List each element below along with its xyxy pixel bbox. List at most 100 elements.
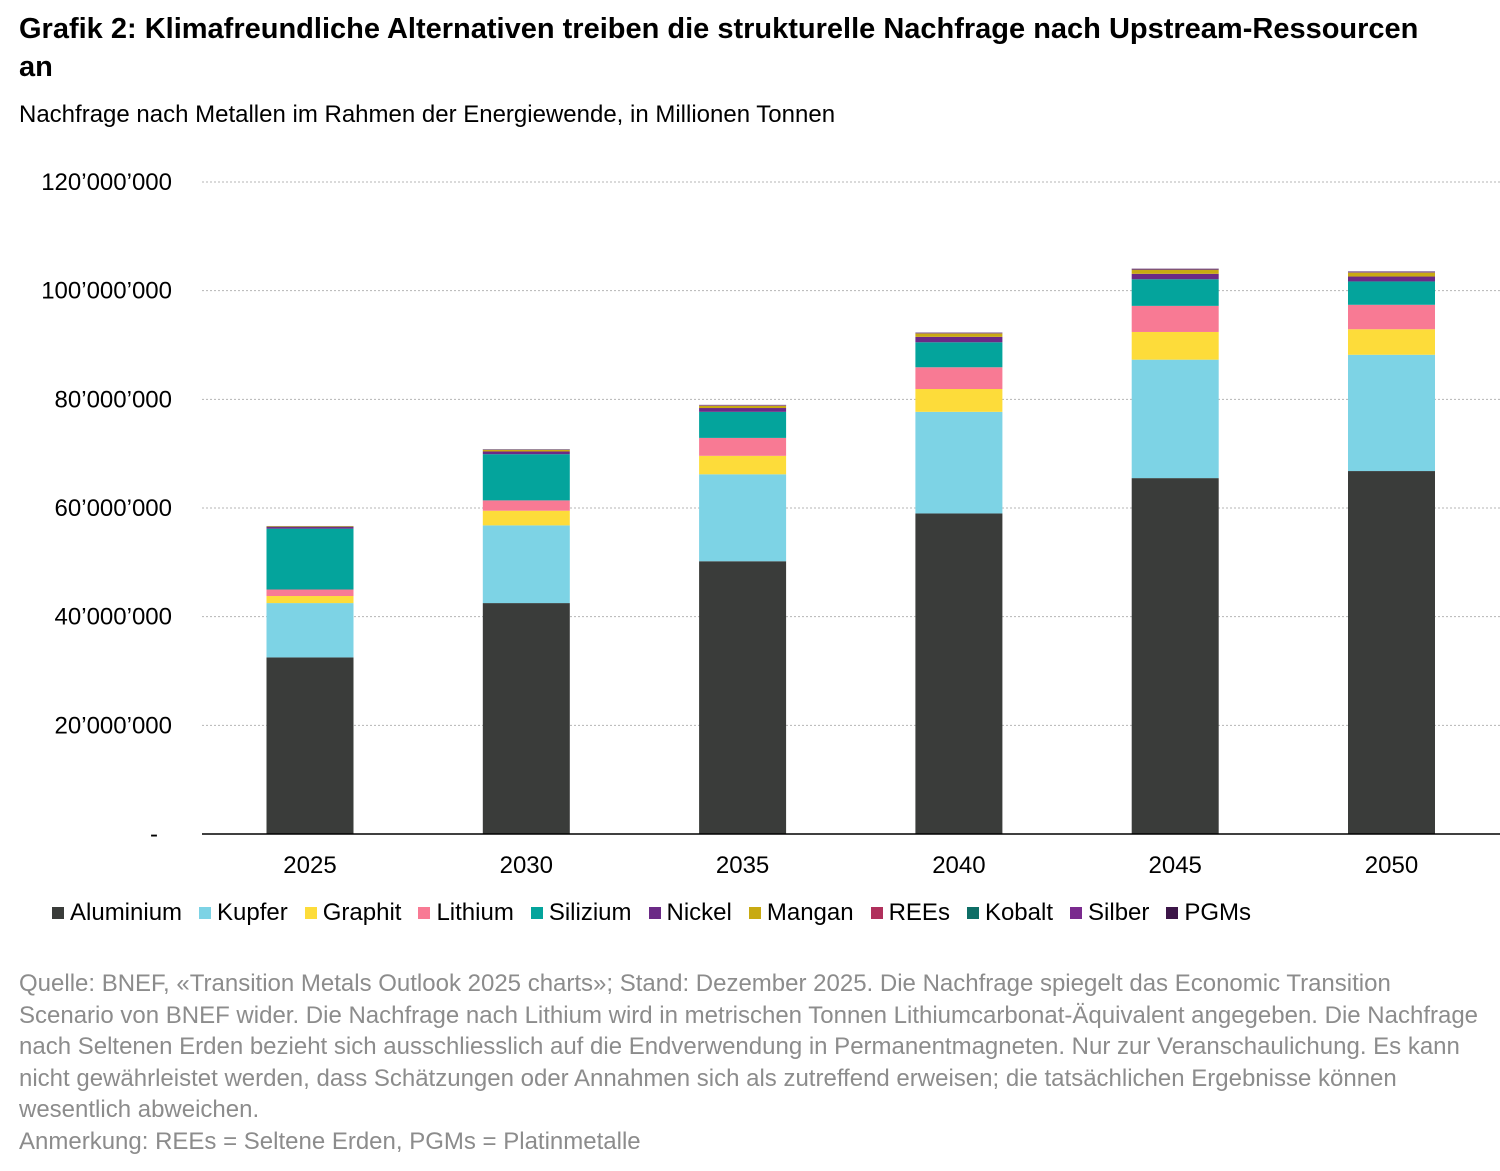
bar-segment-nickel-2050 bbox=[1348, 276, 1435, 282]
legend-item-graphit: Graphit bbox=[304, 898, 419, 928]
legend-swatch bbox=[418, 907, 431, 919]
legend-swatch bbox=[1166, 907, 1179, 919]
bar-segment-nickel-2045 bbox=[1131, 273, 1219, 280]
legend-item-rees: REEs bbox=[870, 898, 967, 928]
bar-segment-kupfer-2050 bbox=[1348, 354, 1435, 472]
legend-item-nickel: Nickel bbox=[648, 898, 749, 928]
legend-item-kobalt: Kobalt bbox=[966, 898, 1070, 928]
bar-segment-aluminium-2040 bbox=[915, 513, 1003, 834]
y-tick-label: 60’000’000 bbox=[55, 495, 172, 522]
legend-label: Kupfer bbox=[217, 899, 288, 926]
bar-segment-graphit-2030 bbox=[482, 510, 570, 526]
bar-segment-silizium-2025 bbox=[266, 528, 354, 590]
legend-label: REEs bbox=[888, 899, 950, 926]
legend-item-lithium: Lithium bbox=[418, 898, 530, 928]
bar-segment-nickel-2035 bbox=[699, 408, 787, 412]
legend-label: Lithium bbox=[436, 899, 514, 926]
bar-segment-graphit-2045 bbox=[1131, 331, 1219, 360]
legend-swatch bbox=[199, 907, 212, 919]
bar-segment-lithium-2025 bbox=[266, 589, 354, 597]
bar-segment-mangan-2025 bbox=[266, 526, 354, 528]
legend-swatch bbox=[648, 907, 661, 919]
chart-title: Grafik 2: Klimafreundliche Alternativen … bbox=[19, 13, 1419, 83]
x-tick-label: 2045 bbox=[1149, 852, 1202, 879]
bar-stack-2030 bbox=[482, 449, 570, 834]
bar-segment-graphit-2025 bbox=[266, 596, 354, 604]
bar-segment-mangan-2035 bbox=[699, 405, 787, 409]
legend-item-kupfer: Kupfer bbox=[199, 898, 305, 928]
legend-swatch bbox=[1070, 907, 1083, 919]
legend-label: Silber bbox=[1088, 899, 1150, 926]
bar-segment-mangan-2045 bbox=[1131, 270, 1219, 274]
bar-segment-kupfer-2045 bbox=[1131, 359, 1219, 479]
legend-item-aluminium: Aluminium bbox=[52, 898, 199, 928]
x-tick-label: 2035 bbox=[716, 852, 769, 879]
legend-label: Nickel bbox=[666, 899, 732, 926]
source-note: Quelle: BNEF, «Transition Metals Outlook… bbox=[19, 970, 1479, 1123]
remark-note: Anmerkung: REEs = Seltene Erden, PGMs = … bbox=[19, 1127, 641, 1155]
x-tick-label: 2040 bbox=[932, 852, 985, 879]
legend-item-pgms: PGMs bbox=[1166, 898, 1268, 928]
bar-segment-nickel-2025 bbox=[266, 527, 354, 529]
legend-label: PGMs bbox=[1184, 899, 1252, 926]
bar-segment-aluminium-2035 bbox=[699, 561, 787, 834]
bar-segment-lithium-2050 bbox=[1348, 304, 1435, 330]
x-tick-label: 2030 bbox=[500, 852, 553, 879]
legend-label: Graphit bbox=[322, 899, 402, 926]
legend-label: Kobalt bbox=[984, 899, 1054, 926]
legend-swatch bbox=[870, 907, 883, 919]
bar-segment-kupfer-2035 bbox=[699, 474, 787, 562]
bar-segment-mangan-2040 bbox=[915, 333, 1003, 337]
legend-label: Silizium bbox=[548, 899, 632, 926]
chart-subtitle: Nachfrage nach Metallen im Rahmen der En… bbox=[19, 101, 836, 128]
bar-segment-lithium-2030 bbox=[482, 500, 570, 511]
gridlines bbox=[202, 181, 1500, 726]
bar-segment-nickel-2030 bbox=[482, 451, 570, 455]
y-axis-tick-labels: - 20’000’000 40’000’000 60’000’000 80’000’00… bbox=[41, 169, 172, 848]
bar-segment-kupfer-2040 bbox=[915, 411, 1003, 514]
bar-segment-rees-2050 bbox=[1348, 272, 1435, 273]
legend-label: Aluminium bbox=[70, 899, 183, 926]
bar-segment-kupfer-2025 bbox=[266, 603, 354, 658]
bar-segment-mangan-2030 bbox=[482, 449, 570, 452]
legend-item-silizium: Silizium bbox=[530, 898, 649, 928]
bar-segment-aluminium-2030 bbox=[482, 603, 570, 834]
bar-stack-2025 bbox=[266, 525, 354, 834]
bar-segment-silizium-2035 bbox=[699, 411, 787, 438]
bar-segment-lithium-2045 bbox=[1131, 305, 1219, 332]
bar-segment-silizium-2050 bbox=[1348, 281, 1435, 305]
stacked-bar-chart: - 20’000’000 40’000’000 60’000’000 80’000’00… bbox=[41, 169, 1500, 879]
legend-label: Mangan bbox=[766, 899, 854, 926]
bar-segment-kupfer-2030 bbox=[482, 525, 570, 604]
bar-stack-2045 bbox=[1131, 268, 1219, 834]
bar-segment-mangan-2050 bbox=[1348, 272, 1435, 277]
bar-segment-aluminium-2050 bbox=[1348, 471, 1435, 834]
bar-stack-2050 bbox=[1348, 271, 1435, 834]
y-tick-label: 80’000’000 bbox=[55, 386, 172, 413]
bar-segment-nickel-2040 bbox=[915, 336, 1003, 343]
bar-segment-graphit-2035 bbox=[699, 455, 787, 475]
legend-swatch bbox=[748, 907, 761, 919]
bar-segment-graphit-2050 bbox=[1348, 329, 1435, 355]
y-tick-label: 100’000’000 bbox=[41, 278, 172, 305]
chart-legend: Aluminium Kupfer Graphit Lithium Silizium Nic… bbox=[52, 898, 1268, 928]
bar-stack-2035 bbox=[699, 404, 787, 834]
legend-swatch bbox=[966, 907, 979, 919]
x-axis-tick-labels: 2025 2030 2035 2040 2045 2050 bbox=[283, 852, 1418, 879]
bar-segment-aluminium-2045 bbox=[1131, 478, 1219, 834]
bar-stack-2040 bbox=[915, 332, 1003, 834]
bars bbox=[266, 268, 1435, 834]
legend-swatch bbox=[304, 907, 317, 919]
bar-segment-rees-2045 bbox=[1131, 269, 1219, 271]
bar-segment-graphit-2040 bbox=[915, 389, 1003, 412]
y-tick-label: - bbox=[150, 821, 158, 848]
legend-item-mangan: Mangan bbox=[748, 898, 871, 928]
x-tick-label: 2025 bbox=[283, 852, 336, 879]
bar-segment-silizium-2045 bbox=[1131, 279, 1219, 306]
legend-item-silber: Silber bbox=[1070, 898, 1166, 928]
bar-segment-lithium-2040 bbox=[915, 367, 1003, 390]
y-tick-label: 120’000’000 bbox=[41, 169, 172, 196]
legend-swatch bbox=[52, 907, 64, 919]
legend-swatch bbox=[530, 907, 543, 919]
bar-segment-lithium-2035 bbox=[699, 437, 787, 456]
